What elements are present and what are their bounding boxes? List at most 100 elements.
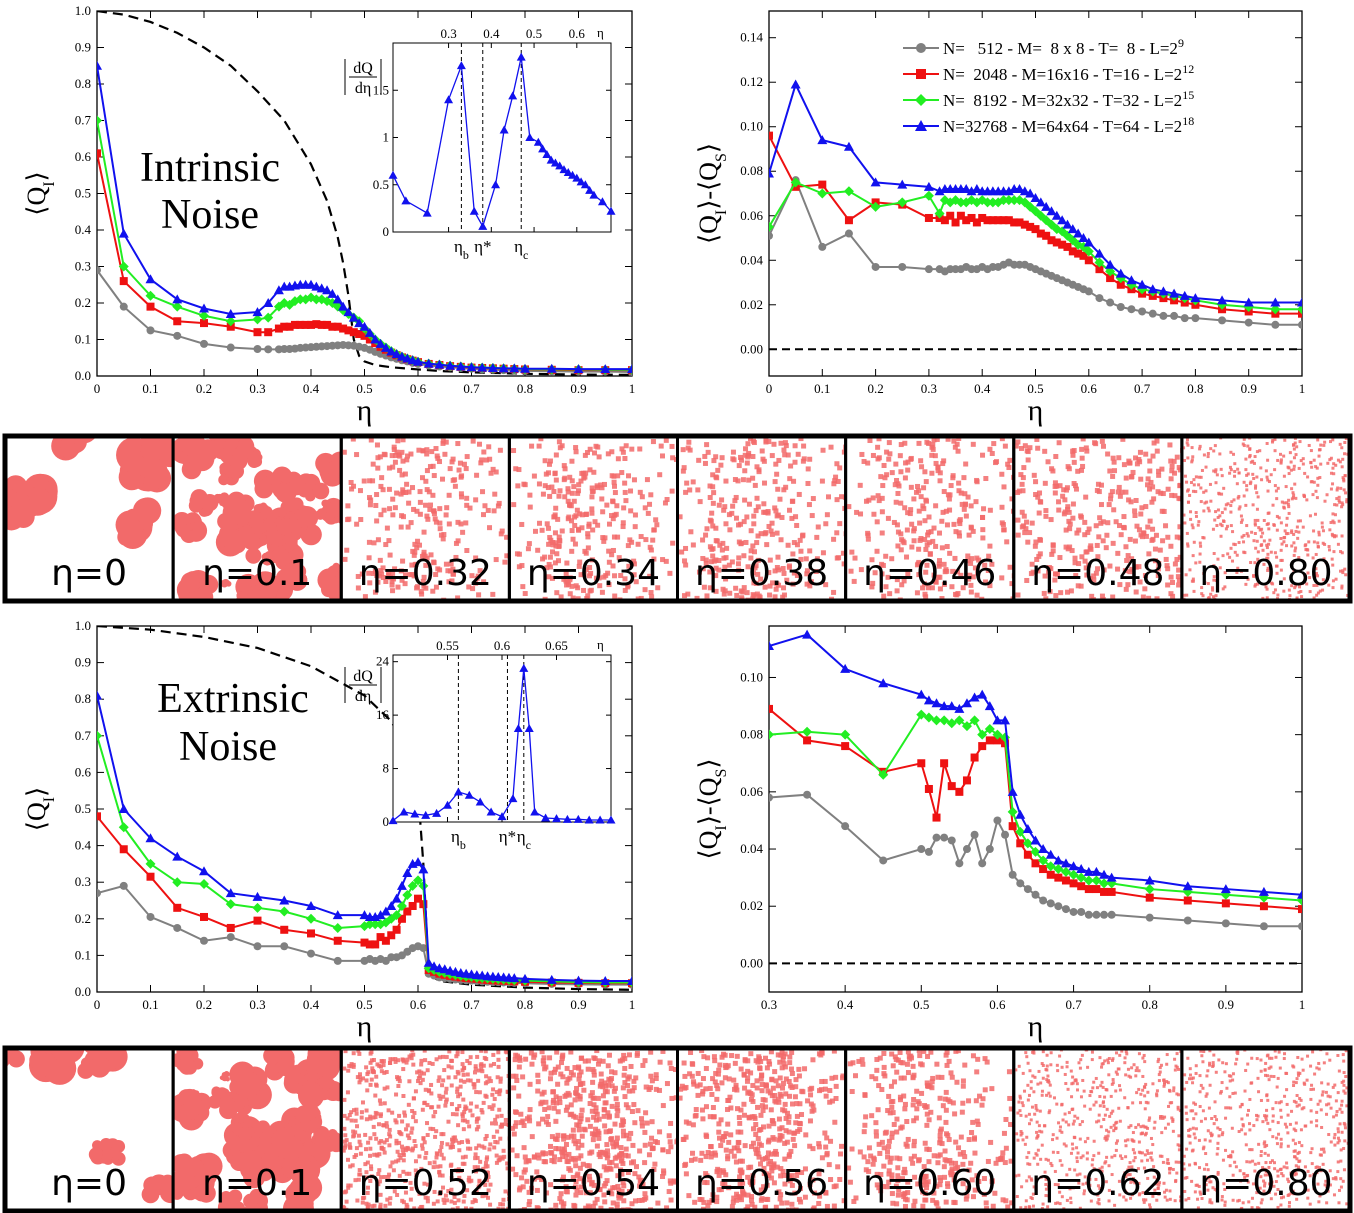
particle bbox=[612, 1070, 618, 1076]
series-point-N32768 bbox=[118, 228, 129, 238]
particle bbox=[422, 1048, 427, 1053]
particle bbox=[1056, 440, 1062, 446]
particle bbox=[427, 1089, 432, 1094]
cluster bbox=[99, 1138, 113, 1151]
series-point-N2048 bbox=[381, 936, 390, 945]
series-point-N8192 bbox=[984, 723, 995, 734]
particle bbox=[1273, 588, 1277, 592]
particle bbox=[612, 573, 618, 579]
inset-series-point bbox=[497, 812, 507, 821]
particle bbox=[466, 1140, 471, 1145]
particle bbox=[1337, 499, 1341, 503]
series-point-N32768 bbox=[870, 177, 881, 187]
particle bbox=[1297, 556, 1301, 560]
series-point-N512 bbox=[1259, 922, 1268, 931]
particle bbox=[572, 523, 578, 529]
particle bbox=[619, 470, 625, 476]
snapshot-cell: η=0.32 bbox=[339, 434, 511, 603]
series-point-N32768 bbox=[1115, 268, 1126, 278]
series-point-N512 bbox=[1061, 905, 1070, 914]
cluster bbox=[175, 1153, 193, 1171]
particle bbox=[1061, 487, 1067, 493]
particle bbox=[377, 1140, 382, 1145]
particle bbox=[374, 573, 380, 579]
particle bbox=[750, 454, 756, 460]
particle bbox=[526, 1202, 532, 1208]
particle bbox=[569, 518, 575, 524]
particle bbox=[1275, 564, 1279, 568]
particle bbox=[1314, 567, 1318, 571]
x-tick-label: 0.3 bbox=[921, 381, 937, 396]
particle bbox=[1257, 560, 1261, 564]
particle bbox=[736, 555, 742, 561]
particle bbox=[430, 492, 436, 498]
particle bbox=[879, 571, 885, 577]
particle bbox=[556, 534, 562, 540]
particle bbox=[577, 559, 583, 565]
particle bbox=[772, 568, 778, 574]
y-tick-label: 0.6 bbox=[75, 764, 92, 779]
particle bbox=[1119, 489, 1125, 495]
particle bbox=[1278, 452, 1282, 456]
series-point-N32768 bbox=[316, 283, 327, 293]
series-point-N8192 bbox=[977, 729, 988, 740]
particle bbox=[1000, 522, 1006, 528]
particle bbox=[1229, 524, 1233, 528]
particle bbox=[527, 492, 533, 498]
particle bbox=[628, 488, 634, 494]
particle bbox=[366, 1140, 371, 1145]
particle bbox=[680, 468, 686, 474]
series-point-N2048 bbox=[818, 180, 827, 189]
series-point-N32768 bbox=[627, 364, 632, 374]
particle bbox=[552, 560, 558, 566]
series-point-N512 bbox=[818, 242, 827, 251]
series-point-N8192 bbox=[897, 197, 908, 208]
particle bbox=[412, 1110, 417, 1115]
particle bbox=[498, 1202, 503, 1207]
particle bbox=[395, 1192, 400, 1197]
particle bbox=[567, 591, 573, 597]
particle bbox=[1083, 494, 1089, 500]
particle bbox=[412, 1206, 417, 1211]
particle bbox=[513, 1073, 519, 1079]
particle bbox=[587, 565, 593, 571]
particle bbox=[364, 1108, 369, 1113]
particle bbox=[751, 440, 757, 446]
particle bbox=[1052, 571, 1058, 577]
particle bbox=[350, 436, 356, 442]
particle bbox=[609, 513, 615, 519]
particle bbox=[440, 476, 446, 482]
particle bbox=[479, 1067, 484, 1072]
snapshot-label: η=0.80 bbox=[1199, 553, 1332, 594]
series-point-N2048 bbox=[408, 901, 417, 910]
y-tick-label: 0.04 bbox=[740, 841, 763, 856]
particle bbox=[441, 1156, 446, 1161]
particle bbox=[1253, 486, 1257, 490]
particle bbox=[443, 561, 449, 567]
particle bbox=[437, 1075, 442, 1080]
inset-series-point bbox=[499, 125, 509, 134]
y-tick-label: 1.0 bbox=[75, 3, 91, 18]
particle bbox=[1182, 458, 1186, 462]
particle bbox=[1191, 526, 1195, 530]
particle bbox=[468, 1078, 473, 1083]
particle bbox=[426, 1182, 431, 1187]
particle bbox=[1137, 459, 1143, 465]
particle bbox=[740, 477, 746, 483]
particle bbox=[904, 554, 910, 560]
particle bbox=[1285, 523, 1289, 527]
series-point-N32768 bbox=[954, 703, 965, 713]
particle bbox=[701, 584, 707, 590]
particle bbox=[1302, 493, 1306, 497]
particle bbox=[898, 500, 904, 506]
y-tick-label: 0.7 bbox=[75, 728, 92, 743]
particle bbox=[937, 586, 943, 592]
particle bbox=[542, 483, 548, 489]
particle bbox=[476, 1068, 481, 1073]
particle bbox=[791, 570, 797, 576]
particle bbox=[401, 1158, 406, 1163]
particle bbox=[486, 1195, 491, 1200]
particle bbox=[447, 1049, 452, 1054]
particle bbox=[383, 542, 389, 548]
particle bbox=[474, 1189, 479, 1194]
